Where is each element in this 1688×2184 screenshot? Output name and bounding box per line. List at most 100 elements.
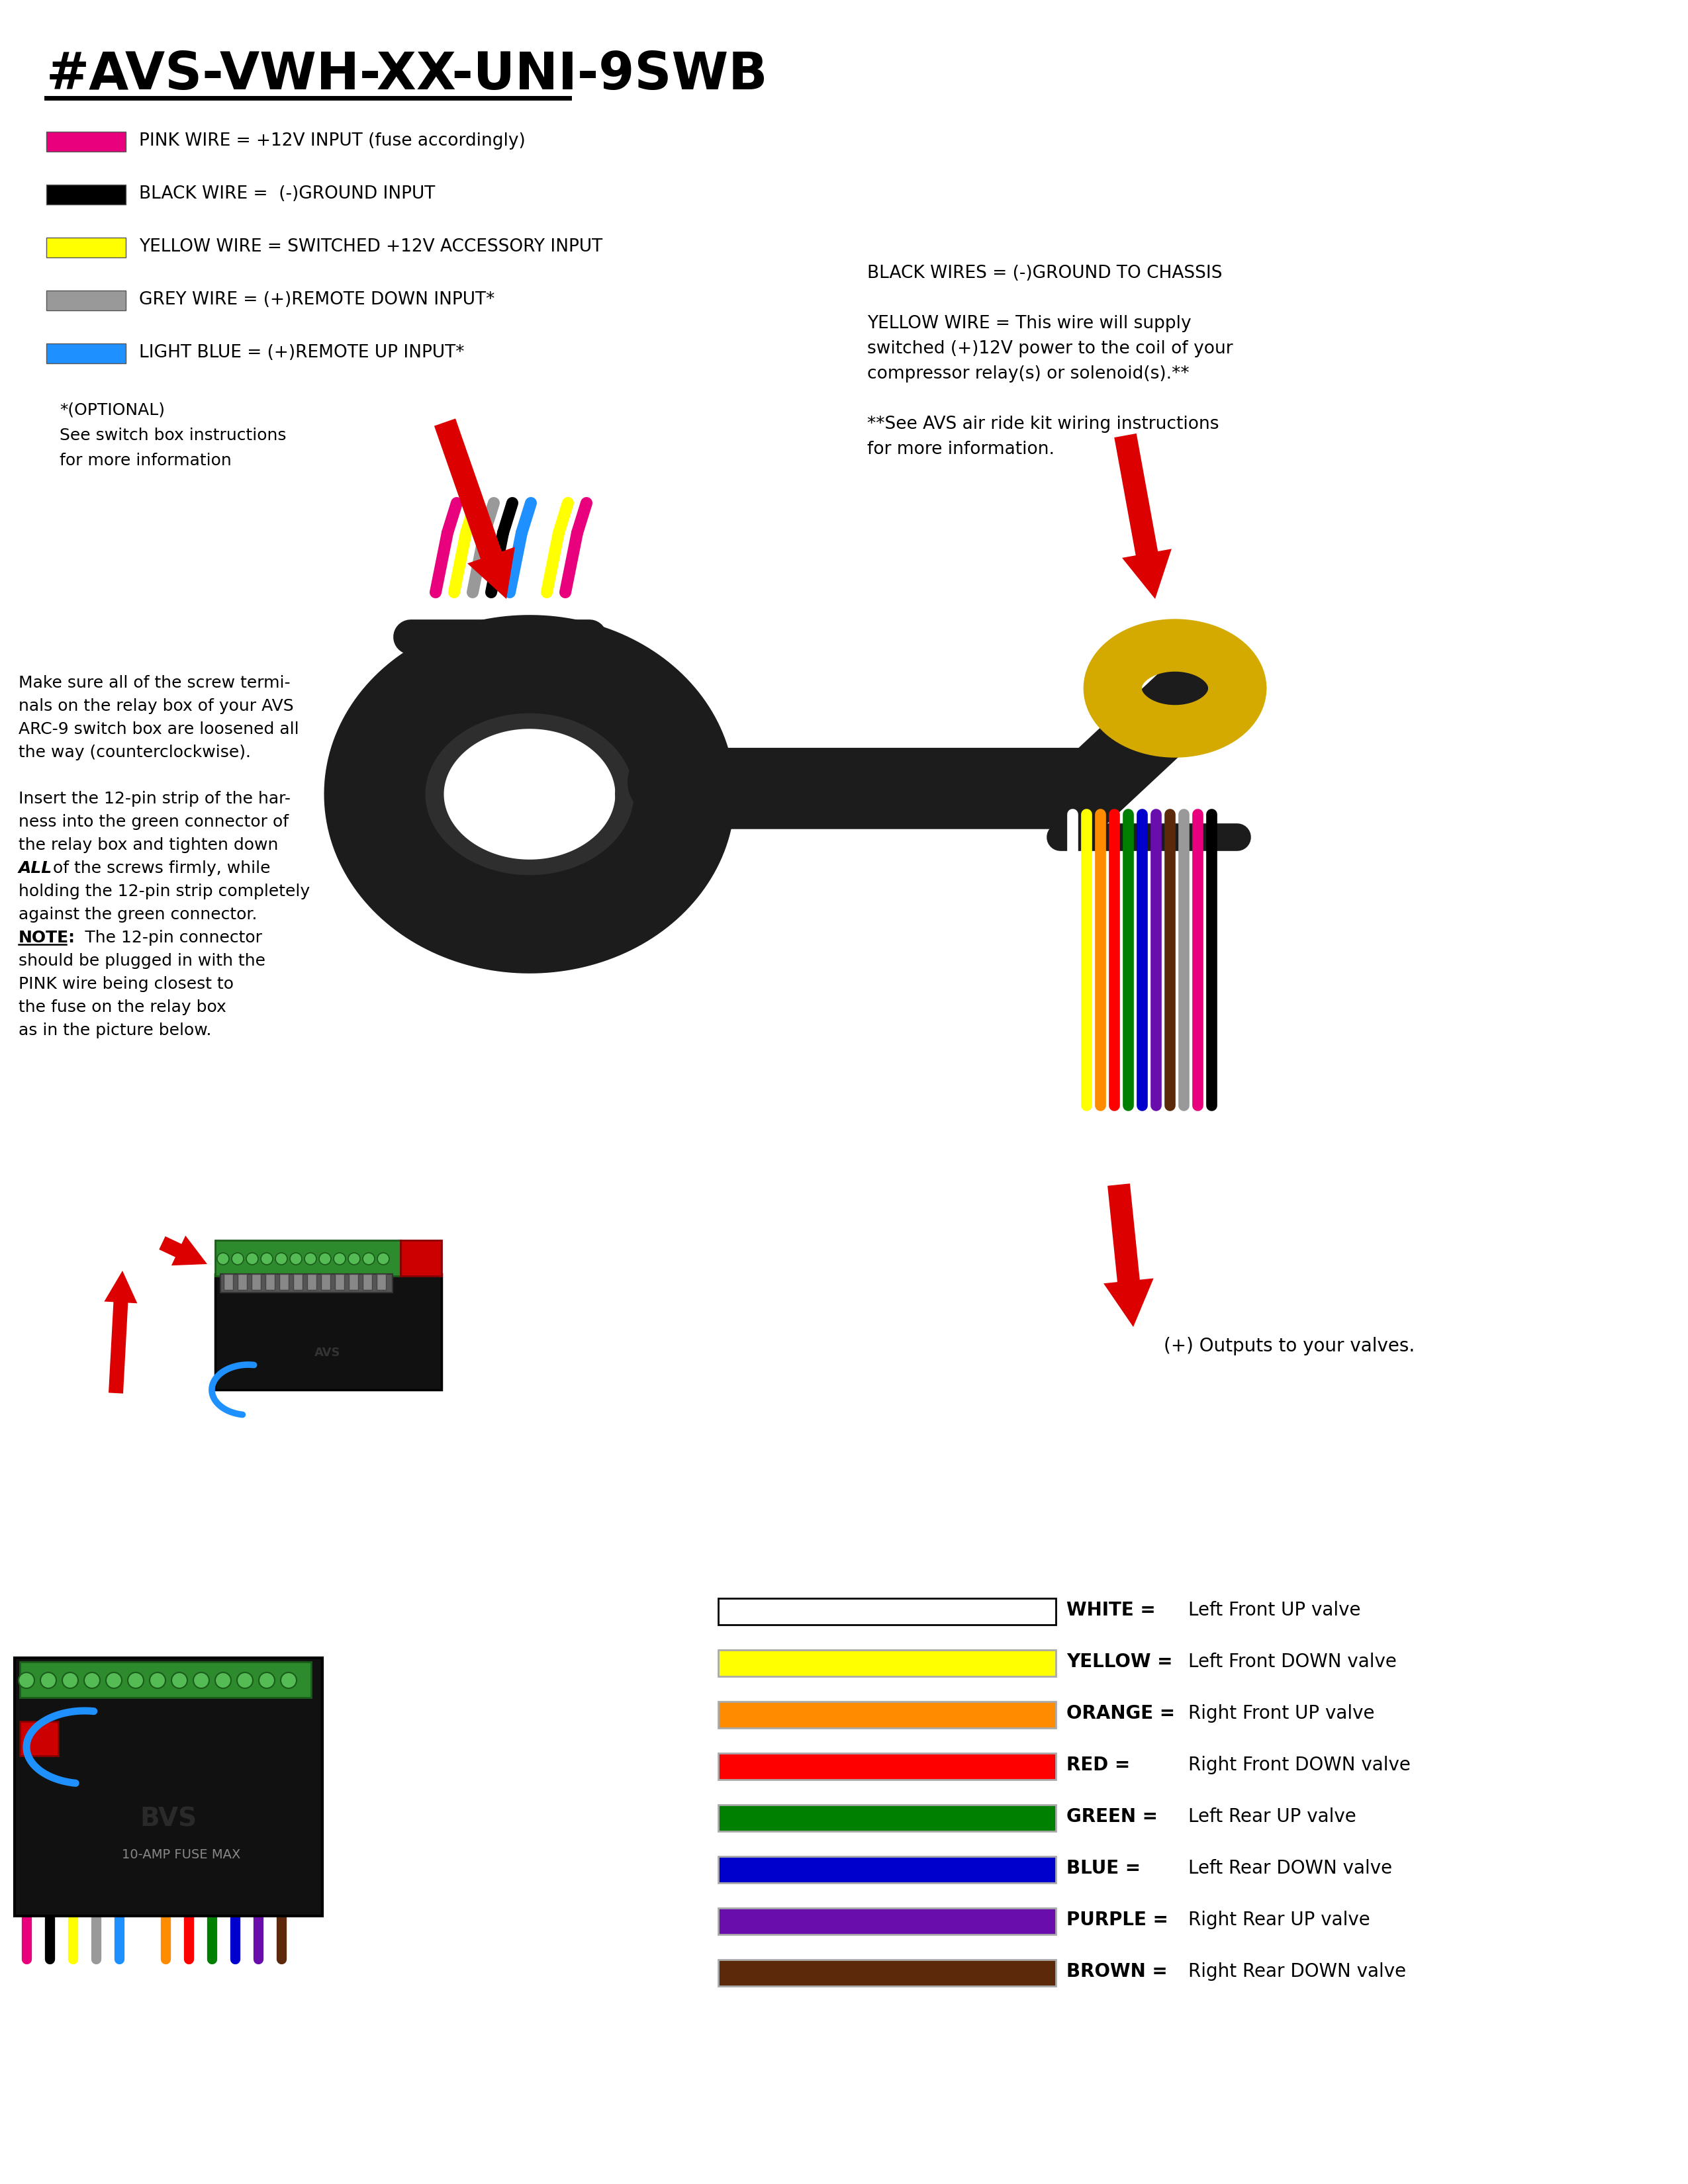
Bar [225,1273,233,1291]
Bar [334,1273,344,1291]
Bar [400,1241,442,1275]
Text: YELLOW WIRE = This wire will supply: YELLOW WIRE = This wire will supply [868,314,1192,332]
Bar [15,1658,322,1915]
Text: BLACK WIRE =  (-)GROUND INPUT: BLACK WIRE = (-)GROUND INPUT [138,186,436,203]
Bar [717,1856,1055,1883]
Text: BVS: BVS [140,1806,196,1832]
Text: AVS: AVS [314,1348,341,1358]
Bar [46,186,127,205]
Text: compressor relay(s) or solenoid(s).**: compressor relay(s) or solenoid(s).** [868,365,1190,382]
Text: Right Rear DOWN valve: Right Rear DOWN valve [1188,1961,1406,1981]
Bar [20,1662,311,1697]
Text: BLUE =: BLUE = [1067,1859,1141,1878]
Circle shape [41,1673,56,1688]
Circle shape [275,1254,287,1265]
Circle shape [194,1673,209,1688]
Bar [46,343,127,363]
Text: LIGHT BLUE = (+)REMOTE UP INPUT*: LIGHT BLUE = (+)REMOTE UP INPUT* [138,345,464,360]
Bar [46,290,127,310]
Bar [717,1959,1055,1985]
Bar [717,1599,1055,1625]
Text: (+) Outputs to your valves.: (+) Outputs to your valves. [1163,1337,1415,1356]
Bar [717,1909,1055,1935]
Bar [363,1273,371,1291]
Text: :  The 12-pin connector: : The 12-pin connector [69,930,262,946]
Text: PINK WIRE = +12V INPUT (fuse accordingly): PINK WIRE = +12V INPUT (fuse accordingly… [138,133,525,149]
Text: the fuse on the relay box: the fuse on the relay box [19,1000,226,1016]
Text: ness into the green connector of: ness into the green connector of [19,815,289,830]
Polygon shape [105,1271,137,1393]
Circle shape [363,1254,375,1265]
Text: for more information.: for more information. [868,441,1055,459]
Circle shape [62,1673,78,1688]
Circle shape [258,1673,275,1688]
Bar [321,1273,331,1291]
Text: NOTE:: NOTE: [19,930,76,946]
Text: See switch box instructions: See switch box instructions [59,428,287,443]
Circle shape [280,1673,297,1688]
Text: the way (counterclockwise).: the way (counterclockwise). [19,745,252,760]
Bar [265,1273,275,1291]
Text: #AVS-VWH-XX-UNI-9SWB: #AVS-VWH-XX-UNI-9SWB [46,50,768,100]
Circle shape [19,1673,34,1688]
Bar [717,1649,1055,1677]
Text: ORANGE =: ORANGE = [1067,1704,1175,1723]
Polygon shape [434,419,515,598]
Text: Left Front DOWN valve: Left Front DOWN valve [1188,1653,1396,1671]
Text: ARC-9 switch box are loosened all: ARC-9 switch box are loosened all [19,721,299,738]
Circle shape [150,1673,165,1688]
Text: GREEN =: GREEN = [1067,1808,1158,1826]
Bar [214,1241,400,1275]
Text: YELLOW =: YELLOW = [1067,1653,1173,1671]
Circle shape [378,1254,390,1265]
Text: 10-AMP FUSE MAX: 10-AMP FUSE MAX [122,1848,241,1861]
Circle shape [290,1254,302,1265]
Polygon shape [1104,1184,1153,1328]
Text: GREY WIRE = (+)REMOTE DOWN INPUT*: GREY WIRE = (+)REMOTE DOWN INPUT* [138,290,495,308]
Circle shape [128,1673,143,1688]
Circle shape [304,1254,316,1265]
Text: Left Rear UP valve: Left Rear UP valve [1188,1808,1355,1826]
Bar [238,1273,246,1291]
Circle shape [218,1254,230,1265]
Text: **See AVS air ride kit wiring instructions: **See AVS air ride kit wiring instructio… [868,415,1219,432]
Text: PURPLE =: PURPLE = [1067,1911,1168,1928]
Circle shape [231,1254,243,1265]
Text: of the screws firmly, while: of the screws firmly, while [47,860,270,876]
Circle shape [214,1673,231,1688]
Text: holding the 12-pin strip completely: holding the 12-pin strip completely [19,885,311,900]
Text: Right Front DOWN valve: Right Front DOWN valve [1188,1756,1411,1773]
Circle shape [246,1254,258,1265]
Text: should be plugged in with the: should be plugged in with the [19,952,265,970]
Text: Insert the 12-pin strip of the har-: Insert the 12-pin strip of the har- [19,791,290,806]
Bar [376,1273,387,1291]
Text: the relay box and tighten down: the relay box and tighten down [19,836,279,854]
Text: Make sure all of the screw termi-: Make sure all of the screw termi- [19,675,290,690]
Text: *(OPTIONAL): *(OPTIONAL) [59,402,165,419]
Text: against the green connector.: against the green connector. [19,906,257,922]
Circle shape [84,1673,100,1688]
Bar [221,1273,393,1293]
Bar [252,1273,262,1291]
Text: as in the picture below.: as in the picture below. [19,1022,211,1037]
Circle shape [334,1254,346,1265]
Text: Left Front UP valve: Left Front UP valve [1188,1601,1361,1621]
Text: nals on the relay box of your AVS: nals on the relay box of your AVS [19,699,294,714]
Text: ALL: ALL [19,860,52,876]
Bar [20,1721,59,1756]
Bar [717,1754,1055,1780]
Bar [717,1701,1055,1728]
Text: Right Front UP valve: Right Front UP valve [1188,1704,1374,1723]
Bar [349,1273,358,1291]
Bar [279,1273,289,1291]
Text: RED =: RED = [1067,1756,1131,1773]
Circle shape [106,1673,122,1688]
Text: Right Rear UP valve: Right Rear UP valve [1188,1911,1371,1928]
Bar [46,238,127,258]
Text: PINK wire being closest to: PINK wire being closest to [19,976,233,992]
Bar [307,1273,316,1291]
Polygon shape [1114,432,1171,598]
Circle shape [172,1673,187,1688]
Text: YELLOW WIRE = SWITCHED +12V ACCESSORY INPUT: YELLOW WIRE = SWITCHED +12V ACCESSORY IN… [138,238,603,256]
Text: for more information: for more information [59,452,231,470]
